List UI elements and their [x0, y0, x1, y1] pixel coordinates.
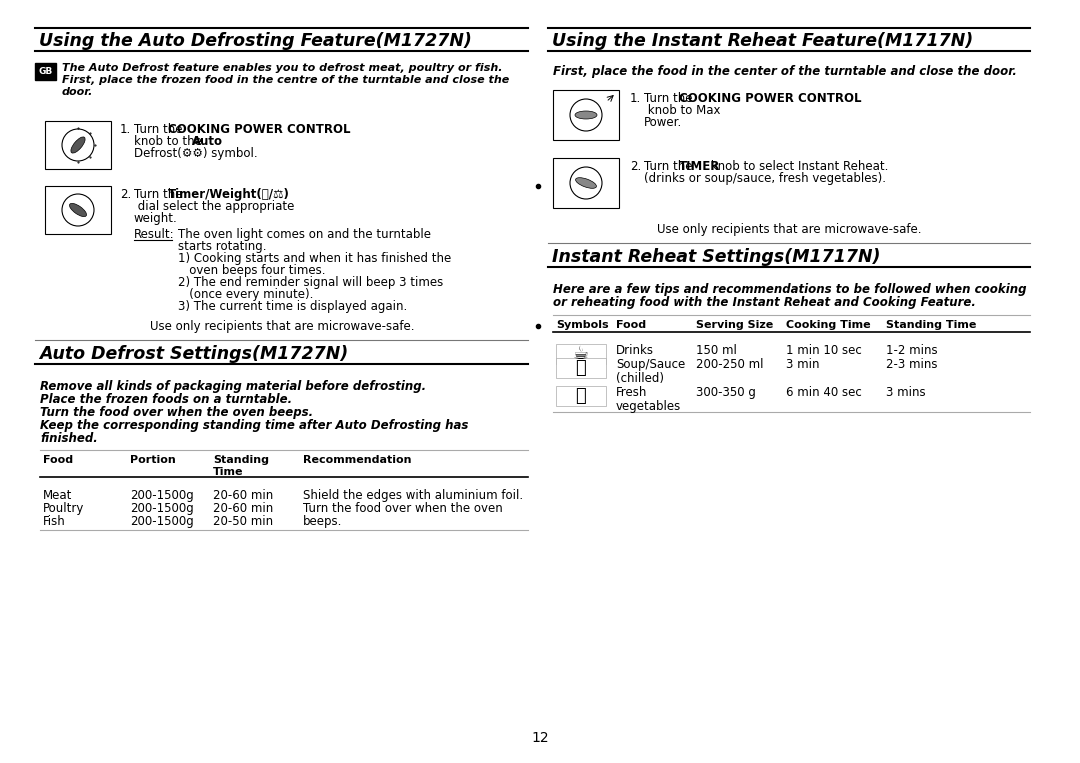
- Text: Use only recipients that are microwave-safe.: Use only recipients that are microwave-s…: [657, 223, 921, 236]
- Text: Food: Food: [616, 320, 646, 330]
- Text: Instant Reheat Settings(M1717N): Instant Reheat Settings(M1717N): [552, 248, 880, 266]
- Text: Place the frozen foods on a turntable.: Place the frozen foods on a turntable.: [40, 393, 292, 406]
- Text: Keep the corresponding standing time after Auto Defrosting has: Keep the corresponding standing time aft…: [40, 419, 469, 432]
- Text: First, place the frozen food in the centre of the turntable and close the: First, place the frozen food in the cent…: [62, 75, 510, 85]
- Text: 🍲: 🍲: [576, 359, 586, 377]
- Text: Symbols: Symbols: [556, 320, 609, 330]
- Text: Remove all kinds of packaging material before defrosting.: Remove all kinds of packaging material b…: [40, 380, 427, 393]
- Text: TIMER: TIMER: [679, 160, 720, 173]
- Text: dial select the appropriate: dial select the appropriate: [134, 200, 295, 213]
- Bar: [45, 186, 111, 234]
- Text: 1 min 10 sec: 1 min 10 sec: [786, 344, 862, 357]
- Text: 200-1500g: 200-1500g: [130, 502, 193, 515]
- Text: COOKING POWER CONTROL: COOKING POWER CONTROL: [679, 92, 862, 105]
- Text: (chilled): (chilled): [616, 372, 664, 385]
- Text: knob to Max: knob to Max: [644, 104, 720, 117]
- Text: Turn the: Turn the: [134, 188, 186, 201]
- Text: beeps.: beeps.: [303, 515, 342, 528]
- Text: 200-1500g: 200-1500g: [130, 515, 193, 528]
- Text: oven beeps four times.: oven beeps four times.: [178, 264, 325, 277]
- Text: Auto: Auto: [192, 135, 222, 148]
- Text: 200-1500g: 200-1500g: [130, 489, 193, 502]
- Text: 6 min 40 sec: 6 min 40 sec: [786, 386, 862, 399]
- Text: 20-60 min: 20-60 min: [213, 502, 273, 515]
- Text: Turn the food over when the oven: Turn the food over when the oven: [303, 502, 503, 515]
- Text: knob to the: knob to the: [134, 135, 205, 148]
- Text: Turn the: Turn the: [644, 160, 697, 173]
- Text: 1.: 1.: [120, 123, 132, 136]
- Text: Power.: Power.: [644, 116, 683, 129]
- Text: Soup/Sauce: Soup/Sauce: [616, 358, 685, 371]
- Text: Food: Food: [43, 455, 73, 465]
- Bar: [556, 386, 606, 406]
- Text: 300-350 g: 300-350 g: [696, 386, 756, 399]
- Text: 3 mins: 3 mins: [886, 386, 926, 399]
- Text: ☕: ☕: [572, 345, 589, 363]
- Text: Timer/Weight(⏱/⚖): Timer/Weight(⏱/⚖): [168, 188, 289, 201]
- Text: Using the Auto Defrosting Feature(M1727N): Using the Auto Defrosting Feature(M1727N…: [39, 32, 472, 50]
- Text: GB: GB: [39, 67, 53, 76]
- Bar: [556, 344, 606, 364]
- Ellipse shape: [575, 111, 597, 119]
- Text: First, place the food in the center of the turntable and close the door.: First, place the food in the center of t…: [553, 65, 1017, 78]
- Ellipse shape: [576, 178, 596, 188]
- Text: 🌱: 🌱: [576, 387, 586, 405]
- Text: 20-50 min: 20-50 min: [213, 515, 273, 528]
- Text: 12: 12: [531, 731, 549, 745]
- Text: (once every minute).: (once every minute).: [178, 288, 313, 301]
- Text: 1-2 mins: 1-2 mins: [886, 344, 937, 357]
- Text: weight.: weight.: [134, 212, 178, 225]
- Text: Here are a few tips and recommendations to be followed when cooking: Here are a few tips and recommendations …: [553, 283, 1026, 296]
- Text: Serving Size: Serving Size: [696, 320, 773, 330]
- Text: Standing: Standing: [213, 455, 269, 465]
- Text: (drinks or soup/sauce, fresh vegetables).: (drinks or soup/sauce, fresh vegetables)…: [644, 172, 886, 185]
- Text: The Auto Defrost feature enables you to defrost meat, poultry or fish.: The Auto Defrost feature enables you to …: [62, 63, 502, 73]
- Ellipse shape: [69, 204, 86, 217]
- Text: 3 min: 3 min: [786, 358, 820, 371]
- Text: Recommendation: Recommendation: [303, 455, 411, 465]
- Text: Portion: Portion: [130, 455, 176, 465]
- Text: vegetables: vegetables: [616, 400, 681, 413]
- Text: Result:: Result:: [134, 228, 175, 241]
- Text: Poultry: Poultry: [43, 502, 84, 515]
- Text: knob to select Instant Reheat.: knob to select Instant Reheat.: [707, 160, 889, 173]
- Text: Turn the: Turn the: [644, 92, 697, 105]
- Text: Defrost(⚙⚙) symbol.: Defrost(⚙⚙) symbol.: [134, 147, 258, 160]
- Bar: [35, 63, 56, 80]
- Text: 1.: 1.: [630, 92, 642, 105]
- Text: starts rotating.: starts rotating.: [178, 240, 267, 253]
- Text: Using the Instant Reheat Feature(M1717N): Using the Instant Reheat Feature(M1717N): [552, 32, 973, 50]
- Text: 150 ml: 150 ml: [696, 344, 737, 357]
- Text: COOKING POWER CONTROL: COOKING POWER CONTROL: [168, 123, 351, 136]
- Text: finished.: finished.: [40, 432, 98, 445]
- Text: 2) The end reminder signal will beep 3 times: 2) The end reminder signal will beep 3 t…: [178, 276, 443, 289]
- Text: The oven light comes on and the turntable: The oven light comes on and the turntabl…: [178, 228, 431, 241]
- Text: Standing Time: Standing Time: [886, 320, 976, 330]
- Text: Auto Defrost Settings(M1727N): Auto Defrost Settings(M1727N): [39, 345, 348, 363]
- Text: 20-60 min: 20-60 min: [213, 489, 273, 502]
- Text: 200-250 ml: 200-250 ml: [696, 358, 764, 371]
- Bar: [556, 358, 606, 378]
- Bar: [553, 90, 619, 140]
- Text: Fish: Fish: [43, 515, 66, 528]
- Ellipse shape: [71, 137, 85, 153]
- Text: Time: Time: [213, 467, 243, 477]
- Text: door.: door.: [62, 87, 93, 97]
- Text: 2-3 mins: 2-3 mins: [886, 358, 937, 371]
- Text: Shield the edges with aluminium foil.: Shield the edges with aluminium foil.: [303, 489, 523, 502]
- Text: 1) Cooking starts and when it has finished the: 1) Cooking starts and when it has finish…: [178, 252, 451, 265]
- Bar: [45, 121, 111, 169]
- Bar: [553, 158, 619, 208]
- Text: Drinks: Drinks: [616, 344, 654, 357]
- Text: Fresh: Fresh: [616, 386, 647, 399]
- Text: Turn the: Turn the: [134, 123, 186, 136]
- Text: 2.: 2.: [630, 160, 642, 173]
- Text: Meat: Meat: [43, 489, 72, 502]
- Text: 3) The current time is displayed again.: 3) The current time is displayed again.: [178, 300, 407, 313]
- Text: Use only recipients that are microwave-safe.: Use only recipients that are microwave-s…: [150, 320, 415, 333]
- Text: or reheating food with the Instant Reheat and Cooking Feature.: or reheating food with the Instant Rehea…: [553, 296, 976, 309]
- Text: Cooking Time: Cooking Time: [786, 320, 870, 330]
- Text: Turn the food over when the oven beeps.: Turn the food over when the oven beeps.: [40, 406, 313, 419]
- Text: 2.: 2.: [120, 188, 132, 201]
